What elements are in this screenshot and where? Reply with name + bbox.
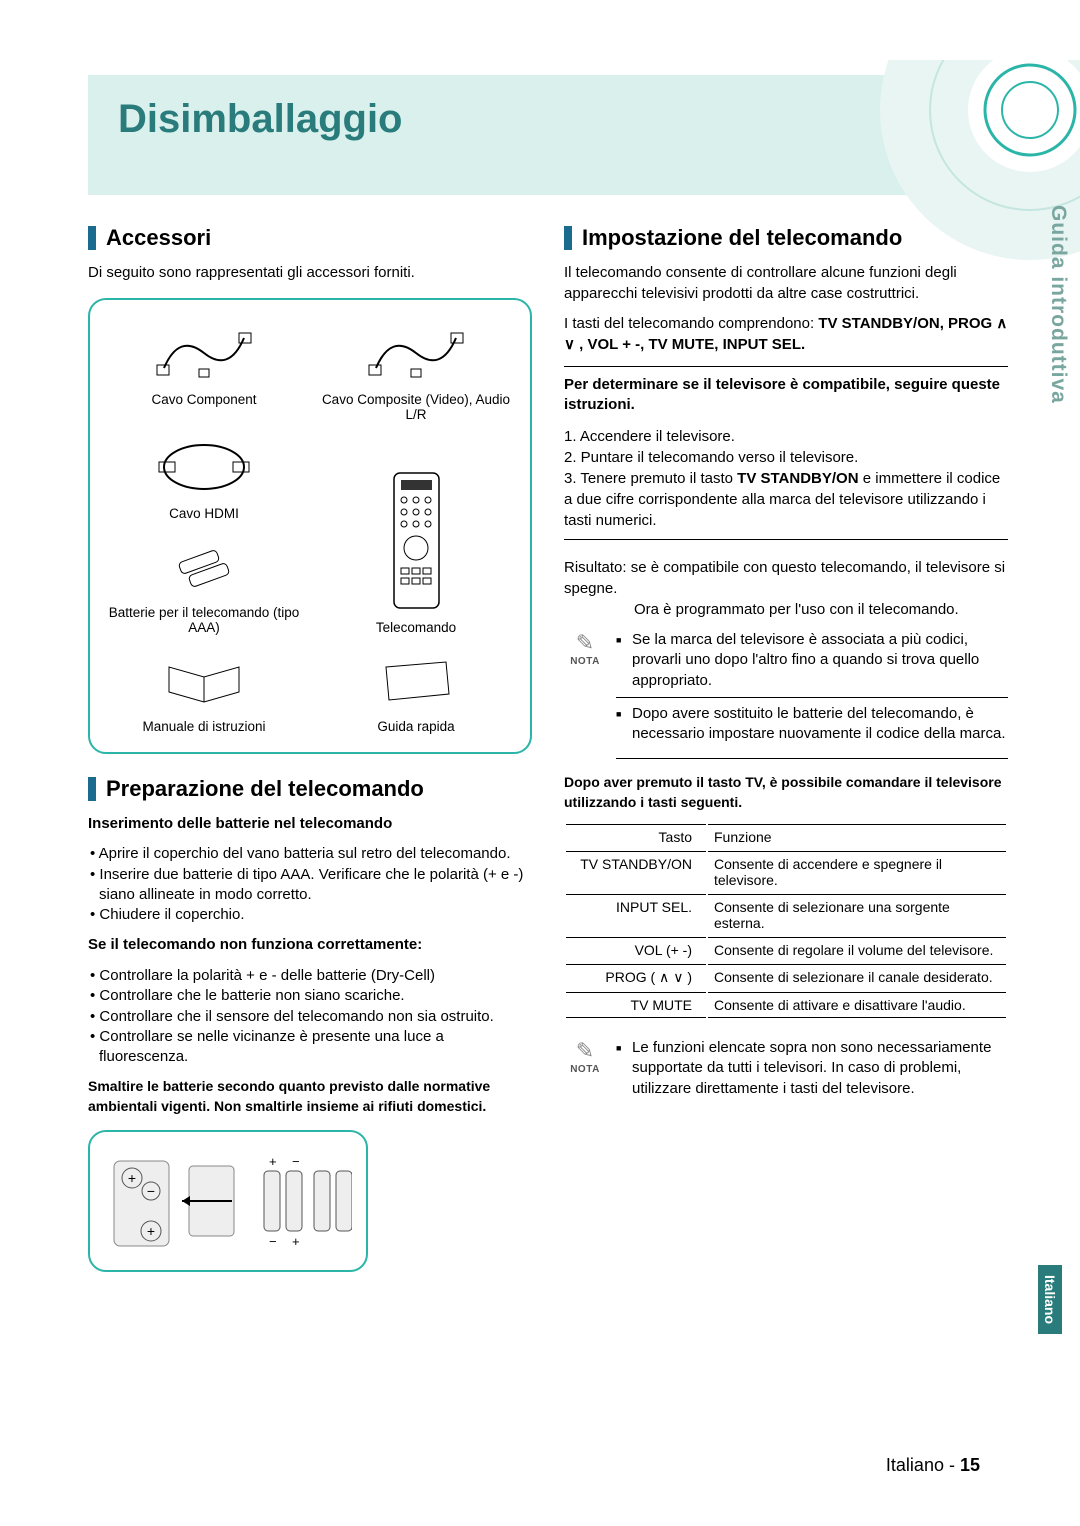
- acc-label: Telecomando: [314, 620, 518, 635]
- result-block: Risultato: se è compatibile con questo t…: [564, 558, 1008, 620]
- bullet-item: Controllare se nelle vicinanze è present…: [90, 1027, 532, 1068]
- table-row: TV MUTEConsente di attivare e disattivar…: [566, 992, 1006, 1018]
- battery-figure: + + − +− −+: [88, 1130, 368, 1272]
- step-item: 3. Tenere premuto il tasto TV STANDBY/ON…: [564, 468, 1008, 531]
- acc-item-batteries: Batterie per il telecomando (tipo AAA): [102, 531, 306, 635]
- nota-item: Se la marca del televisore è associata a…: [616, 630, 1008, 691]
- table-row: INPUT SEL.Consente di selezionare una so…: [566, 894, 1006, 935]
- compat-sub: Per determinare se il televisore è compa…: [564, 375, 1008, 416]
- svg-text:−: −: [147, 1183, 155, 1199]
- section-title: Accessori: [106, 225, 211, 251]
- section-title: Impostazione del telecomando: [582, 225, 902, 251]
- bullet-item: Inserire due batterie di tipo AAA. Verif…: [90, 865, 532, 906]
- section-bar-icon: [88, 226, 96, 250]
- section-bar-icon: [88, 777, 96, 801]
- page-footer: Italiano - 15: [886, 1455, 980, 1476]
- section-accessori: Accessori: [88, 225, 532, 251]
- nota-item: Dopo avere sostituito le batterie del te…: [616, 697, 1008, 745]
- nota-list: Se la marca del televisore è associata a…: [616, 630, 1008, 759]
- acc-label: Cavo Composite (Video), Audio L/R: [314, 392, 518, 422]
- acc-label: Manuale di istruzioni: [102, 719, 306, 734]
- section-title: Preparazione del telecomando: [106, 776, 424, 802]
- result-2: Ora è programmato per l'uso con il telec…: [564, 600, 959, 621]
- th-fn: Funzione: [708, 824, 1006, 849]
- after-tv: Dopo aver premuto il tasto TV, è possibi…: [564, 773, 1008, 812]
- nota-block-2: ✎ NOTA Le funzioni elencate sopra non so…: [564, 1038, 1008, 1113]
- svg-text:+: +: [147, 1223, 155, 1239]
- rule: [564, 366, 1008, 367]
- nota-badge: ✎ NOTA: [564, 630, 606, 759]
- svg-text:−: −: [292, 1154, 300, 1169]
- setup-steps: 1. Accendere il televisore. 2. Puntare i…: [564, 426, 1008, 531]
- acc-item-component: Cavo Component: [102, 318, 306, 422]
- acc-label: Guida rapida: [314, 719, 518, 734]
- pencil-icon: ✎: [564, 630, 606, 656]
- setup-p1: Il telecomando consente di controllare a…: [564, 263, 1008, 304]
- section-setup: Impostazione del telecomando: [564, 225, 1008, 251]
- nota-item: Le funzioni elencate sopra non sono nece…: [616, 1038, 1008, 1099]
- bullet-item: Controllare che le batterie non siano sc…: [90, 986, 532, 1006]
- rule: [564, 539, 1008, 540]
- table-row: PROG ( ∧ ∨ )Consente di selezionare il c…: [566, 964, 1006, 990]
- th-key: Tasto: [566, 824, 706, 849]
- cable-icon: [102, 318, 306, 388]
- left-column: Accessori Di seguito sono rappresentati …: [88, 225, 532, 1272]
- acc-item-manual: Manuale di istruzioni: [102, 645, 306, 734]
- nota-badge: ✎ NOTA: [564, 1038, 606, 1113]
- prep-bullets-1: Aprire il coperchio del vano batteria su…: [90, 844, 532, 925]
- acc-label: Batterie per il telecomando (tipo AAA): [102, 605, 306, 635]
- bullet-item: Aprire il coperchio del vano batteria su…: [90, 844, 532, 864]
- disposal-note: Smaltire le batterie secondo quanto prev…: [88, 1077, 532, 1116]
- remote-icon: [314, 466, 518, 616]
- footer-sep: -: [944, 1455, 960, 1475]
- step-item: 2. Puntare il telecomando verso il telev…: [564, 447, 1008, 468]
- cable-icon: [102, 432, 306, 502]
- acc-item-remote-span: Telecomando: [314, 432, 518, 635]
- svg-text:+: +: [128, 1170, 136, 1186]
- bullet-item: Controllare che il sensore del telecoman…: [90, 1007, 532, 1027]
- pencil-icon: ✎: [564, 1038, 606, 1064]
- table-row: Tasto Funzione: [566, 824, 1006, 849]
- nota-label: NOTA: [564, 656, 606, 667]
- content-area: Accessori Di seguito sono rappresentati …: [88, 225, 1008, 1272]
- acc-item-guide: Guida rapida: [314, 645, 518, 734]
- bullet-item: Chiudere il coperchio.: [90, 905, 532, 925]
- prep-sub2: Se il telecomando non funziona correttam…: [88, 935, 532, 956]
- footer-page: 15: [960, 1455, 980, 1475]
- batteries-icon: [102, 531, 306, 601]
- prep-sub1: Inserimento delle batterie nel telecoman…: [88, 814, 532, 835]
- section-bar-icon: [564, 226, 572, 250]
- nota-label: NOTA: [564, 1064, 606, 1075]
- table-row: VOL (+ -)Consente di regolare il volume …: [566, 937, 1006, 962]
- cable-icon: [314, 318, 518, 388]
- step-item: 1. Accendere il televisore.: [564, 426, 1008, 447]
- bullet-item: Controllare la polarità + e - delle batt…: [90, 966, 532, 986]
- svg-text:+: +: [292, 1234, 300, 1249]
- section-prep: Preparazione del telecomando: [88, 776, 532, 802]
- prep-bullets-2: Controllare la polarità + e - delle batt…: [90, 966, 532, 1067]
- acc-item-composite: Cavo Composite (Video), Audio L/R: [314, 318, 518, 422]
- book-icon: [102, 645, 306, 715]
- nota-block-1: ✎ NOTA Se la marca del televisore è asso…: [564, 630, 1008, 759]
- side-tab-language: Italiano: [1038, 1265, 1062, 1334]
- accessori-intro: Di seguito sono rappresentati gli access…: [88, 263, 532, 284]
- function-table: Tasto Funzione TV STANDBY/ONConsente di …: [564, 822, 1008, 1020]
- svg-text:−: −: [269, 1234, 277, 1249]
- accessories-box: Cavo Component Cavo Composite (Video), A…: [88, 298, 532, 754]
- acc-item-hdmi: Cavo HDMI: [102, 432, 306, 521]
- right-column: Impostazione del telecomando Il telecoma…: [564, 225, 1008, 1272]
- result-1: se è compatibile con questo telecomando,…: [564, 559, 1005, 597]
- sheet-icon: [314, 645, 518, 715]
- acc-label: Cavo Component: [102, 392, 306, 407]
- result-label: Risultato:: [564, 559, 627, 576]
- nota-list: Le funzioni elencate sopra non sono nece…: [616, 1038, 1008, 1113]
- side-tab-section: Guida introduttiva: [1046, 205, 1070, 404]
- table-row: TV STANDBY/ONConsente di accendere e spe…: [566, 851, 1006, 892]
- setup-p2: I tasti del telecomando comprendono: TV …: [564, 314, 1008, 355]
- setup-p2a: I tasti del telecomando comprendono:: [564, 315, 818, 332]
- svg-text:+: +: [269, 1154, 277, 1169]
- acc-label: Cavo HDMI: [102, 506, 306, 521]
- footer-lang: Italiano: [886, 1455, 944, 1475]
